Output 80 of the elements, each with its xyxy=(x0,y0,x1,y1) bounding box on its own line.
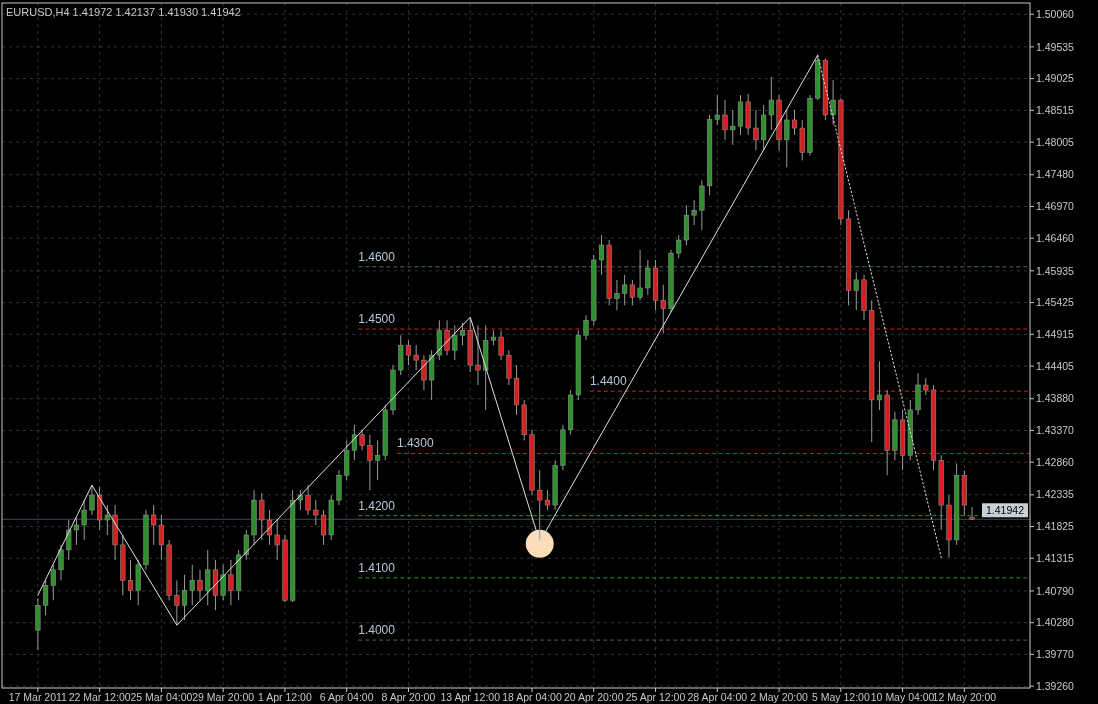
candlestick xyxy=(421,354,427,391)
x-tick-label: 20 Apr 20:00 xyxy=(563,691,624,703)
y-tick-label: 1.47480 xyxy=(1036,168,1075,181)
y-tick-label: 1.49025 xyxy=(1036,72,1075,85)
y-tick-label: 1.48515 xyxy=(1036,104,1075,116)
candlestick xyxy=(637,249,643,301)
ref-line-label: 1.41942 xyxy=(986,503,1025,516)
candlestick xyxy=(228,559,234,606)
candlestick xyxy=(614,279,620,311)
y-tick-label: 1.44915 xyxy=(1036,327,1075,340)
candlestick xyxy=(127,559,134,601)
candlestick xyxy=(367,434,373,491)
candlestick xyxy=(359,429,365,451)
x-tick-label: 2 May 20:00 xyxy=(750,691,809,703)
x-tick-label: 6 Apr 04:00 xyxy=(319,691,374,703)
y-tick-label: 1.43880 xyxy=(1036,392,1075,405)
x-tick-label: 10 May 04:00 xyxy=(870,691,935,703)
y-tick-label: 1.44405 xyxy=(1036,359,1075,372)
candlestick xyxy=(830,79,836,126)
ref-line-label: 1.4100 xyxy=(358,560,396,575)
y-tick-label: 1.45935 xyxy=(1036,264,1075,277)
candlestick xyxy=(174,579,180,626)
y-tick-label: 1.43370 xyxy=(1036,424,1075,437)
y-tick-label: 1.41825 xyxy=(1036,520,1075,533)
x-tick-label: 18 Apr 04:00 xyxy=(502,691,562,703)
candlestick xyxy=(274,519,280,561)
candlestick xyxy=(791,109,798,136)
candlestick xyxy=(645,259,651,296)
chart-title: EURUSD,H4 1.41972 1.42137 1.41930 1.41942 xyxy=(6,6,241,18)
y-tick-label: 1.46460 xyxy=(1036,231,1075,244)
candlestick xyxy=(506,349,512,386)
x-tick-label: 29 Mar 20:00 xyxy=(192,691,255,703)
ref-line-label: 1.4200 xyxy=(358,498,396,513)
x-tick-label: 22 Mar 12:00 xyxy=(68,691,131,703)
candlestick xyxy=(691,199,697,226)
ref-line-label: 1.4500 xyxy=(358,312,396,327)
candlestick xyxy=(452,324,458,361)
x-tick-label: 28 Apr 04:00 xyxy=(687,691,748,703)
y-tick-label: 1.39770 xyxy=(1036,648,1075,661)
y-tick-label: 1.45425 xyxy=(1036,296,1075,309)
candlestick xyxy=(722,99,728,141)
x-tick-label: 25 Apr 12:00 xyxy=(625,691,686,703)
y-tick-label: 1.39260 xyxy=(1036,679,1075,692)
ref-line-label: 1.4400 xyxy=(589,374,627,389)
candlestick xyxy=(413,344,419,371)
ref-line-label: 1.4600 xyxy=(358,249,396,264)
y-tick-label: 1.50060 xyxy=(1036,7,1075,20)
x-tick-label: 13 Apr 12:00 xyxy=(440,691,501,703)
y-tick-label: 1.42860 xyxy=(1036,455,1075,468)
ref-line-label: 1.4300 xyxy=(396,436,434,451)
x-tick-label: 5 May 12:00 xyxy=(811,691,870,703)
candlestick xyxy=(969,506,975,521)
candlestick xyxy=(753,109,759,151)
y-tick-label: 1.40280 xyxy=(1036,616,1075,629)
x-tick-label: 1 Apr 12:00 xyxy=(258,691,312,703)
candlestick xyxy=(259,492,265,541)
candlestick xyxy=(220,564,226,601)
candlestick xyxy=(598,234,605,276)
y-tick-label: 1.48005 xyxy=(1036,135,1075,148)
candlestick xyxy=(89,484,95,516)
candlestick xyxy=(305,484,311,516)
candlestick xyxy=(243,529,249,561)
candlestick xyxy=(313,499,319,526)
x-tick-label: 12 May 20:00 xyxy=(932,691,997,703)
candlestick xyxy=(583,314,589,341)
y-tick-label: 1.49535 xyxy=(1036,40,1075,53)
x-tick-label: 25 Mar 04:00 xyxy=(130,691,193,703)
x-tick-label: 8 Apr 20:00 xyxy=(381,691,436,703)
candlestick xyxy=(266,509,273,546)
y-tick-label: 1.40790 xyxy=(1036,584,1075,597)
candlestick xyxy=(459,322,466,346)
x-tick-label: 17 Mar 2011 xyxy=(8,691,68,703)
candlestick xyxy=(197,569,203,601)
ref-line-label: 1.4000 xyxy=(358,623,396,638)
y-tick-label: 1.41315 xyxy=(1036,551,1075,564)
candlestick xyxy=(784,109,790,168)
y-tick-label: 1.46970 xyxy=(1036,200,1075,213)
y-tick-label: 1.42335 xyxy=(1036,488,1075,501)
candlestick xyxy=(58,544,64,581)
candlestick xyxy=(81,499,87,541)
